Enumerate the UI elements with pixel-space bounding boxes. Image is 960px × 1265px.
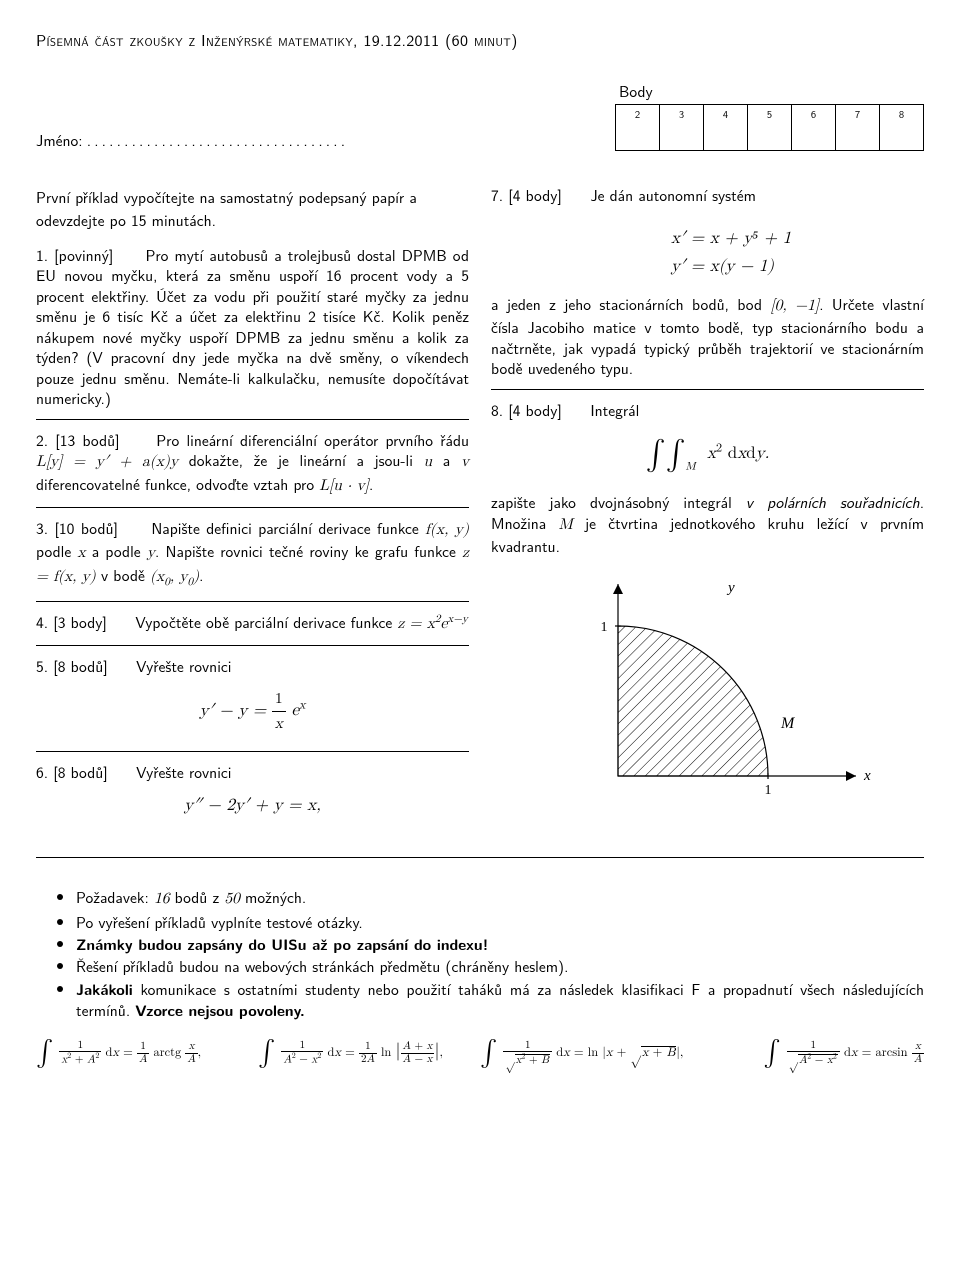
problem-2: 2. [13 bodů] Pro lineární diferenciální … <box>36 430 469 497</box>
tick-x-1: 1 <box>764 783 771 798</box>
note-item: Známky budou zapsány do UISu až po zapsá… <box>76 933 924 954</box>
body-cell: 3 <box>660 105 704 151</box>
separator <box>36 601 469 602</box>
jmeno-label: Jméno: <box>36 128 344 151</box>
separator <box>36 857 924 858</box>
body-cell: 7 <box>836 105 880 151</box>
body-cell: 8 <box>880 105 924 151</box>
formula-4: ∫ 1√A2 − x2 dx = arcsin xA <box>702 1038 924 1069</box>
problem-4: 4. [3 body] Vypočtěte obě parciální deri… <box>36 612 469 635</box>
note-item: Po vyřešení příkladů vyplníte testové ot… <box>76 911 924 932</box>
body-cell: 4 <box>704 105 748 151</box>
x-axis-label: x <box>863 768 871 784</box>
formula-1: ∫ 1x2 + A2 dx = 1A arctg xA, <box>36 1038 258 1069</box>
problem-8-cont: zapište jako dvojnásobný integrál v polá… <box>491 492 924 556</box>
formula-2: ∫ 1A2 − x2 dx = 12A ln |A + xA − x|, <box>258 1038 480 1069</box>
body-cell: 2 <box>616 105 660 151</box>
body-label: Body <box>615 79 924 102</box>
separator <box>36 419 469 420</box>
problem-7-cont: a jeden z jeho stacionárních bodů, bod [… <box>491 294 924 379</box>
page-title: Písemná část zkoušky z Inženýrské matema… <box>36 28 924 51</box>
note-item: Jakákoli komunikace s ostatními studenty… <box>76 978 924 1020</box>
tick-y-1: 1 <box>600 620 607 635</box>
body-table: 2 3 4 5 6 7 8 <box>615 104 924 151</box>
problem-8-integral: ∫∫M x2 dxdy. <box>491 430 924 478</box>
problem-1: 1. [povinný] Pro mytí autobusů a trolejb… <box>36 245 469 409</box>
header-row: Jméno: Body 2 3 4 5 6 7 8 <box>36 79 924 151</box>
problem-6: 6. [8 bodů] Vyřešte rovnici <box>36 762 469 782</box>
body-score-block: Body 2 3 4 5 6 7 8 <box>615 79 924 151</box>
separator <box>36 507 469 508</box>
separator <box>36 751 469 752</box>
right-column: 7. [4 body] Je dán autonomní systém x′ =… <box>491 185 924 833</box>
note-item: Řešení příkladů budou na webových stránk… <box>76 955 924 976</box>
formula-footer: ∫ 1x2 + A2 dx = 1A arctg xA, ∫ 1A2 − x2 … <box>36 1038 924 1069</box>
problem-3: 3. [10 bodů] Napište definici parciální … <box>36 518 469 591</box>
note-item: Požadavek: 16 bodů z 50 možných. <box>76 886 924 910</box>
problem-6-eq: y″ − 2y′ + y = x, <box>36 792 469 819</box>
body-cell: 5 <box>748 105 792 151</box>
body-cell: 6 <box>792 105 836 151</box>
y-axis-label: y <box>726 580 735 596</box>
problem-7-eq: x′ = x + y⁵ + 1 y′ = x(y − 1) <box>611 225 791 279</box>
separator <box>491 389 924 390</box>
problem-8: 8. [4 body] Integrál <box>491 400 924 420</box>
problem-5: 5. [8 bodů] Vyřešte rovnici <box>36 656 469 676</box>
quarter-circle-diagram: 1 1 x y M <box>538 566 878 826</box>
problem-7: 7. [4 body] Je dán autonomní systém <box>491 185 924 205</box>
separator <box>36 645 469 646</box>
formula-3: ∫ 1√x2 + B dx = ln |x + √x + B|, <box>480 1038 702 1069</box>
region-M-label: M <box>780 715 796 732</box>
problem-5-eq: y′ − y = 1x ex <box>36 687 469 737</box>
notes-list: Požadavek: 16 bodů z 50 možných. Po vyře… <box>36 886 924 1019</box>
left-column: První příklad vypočítejte na samostatný … <box>36 185 469 833</box>
intro-text: První příklad vypočítejte na samostatný … <box>36 185 469 231</box>
